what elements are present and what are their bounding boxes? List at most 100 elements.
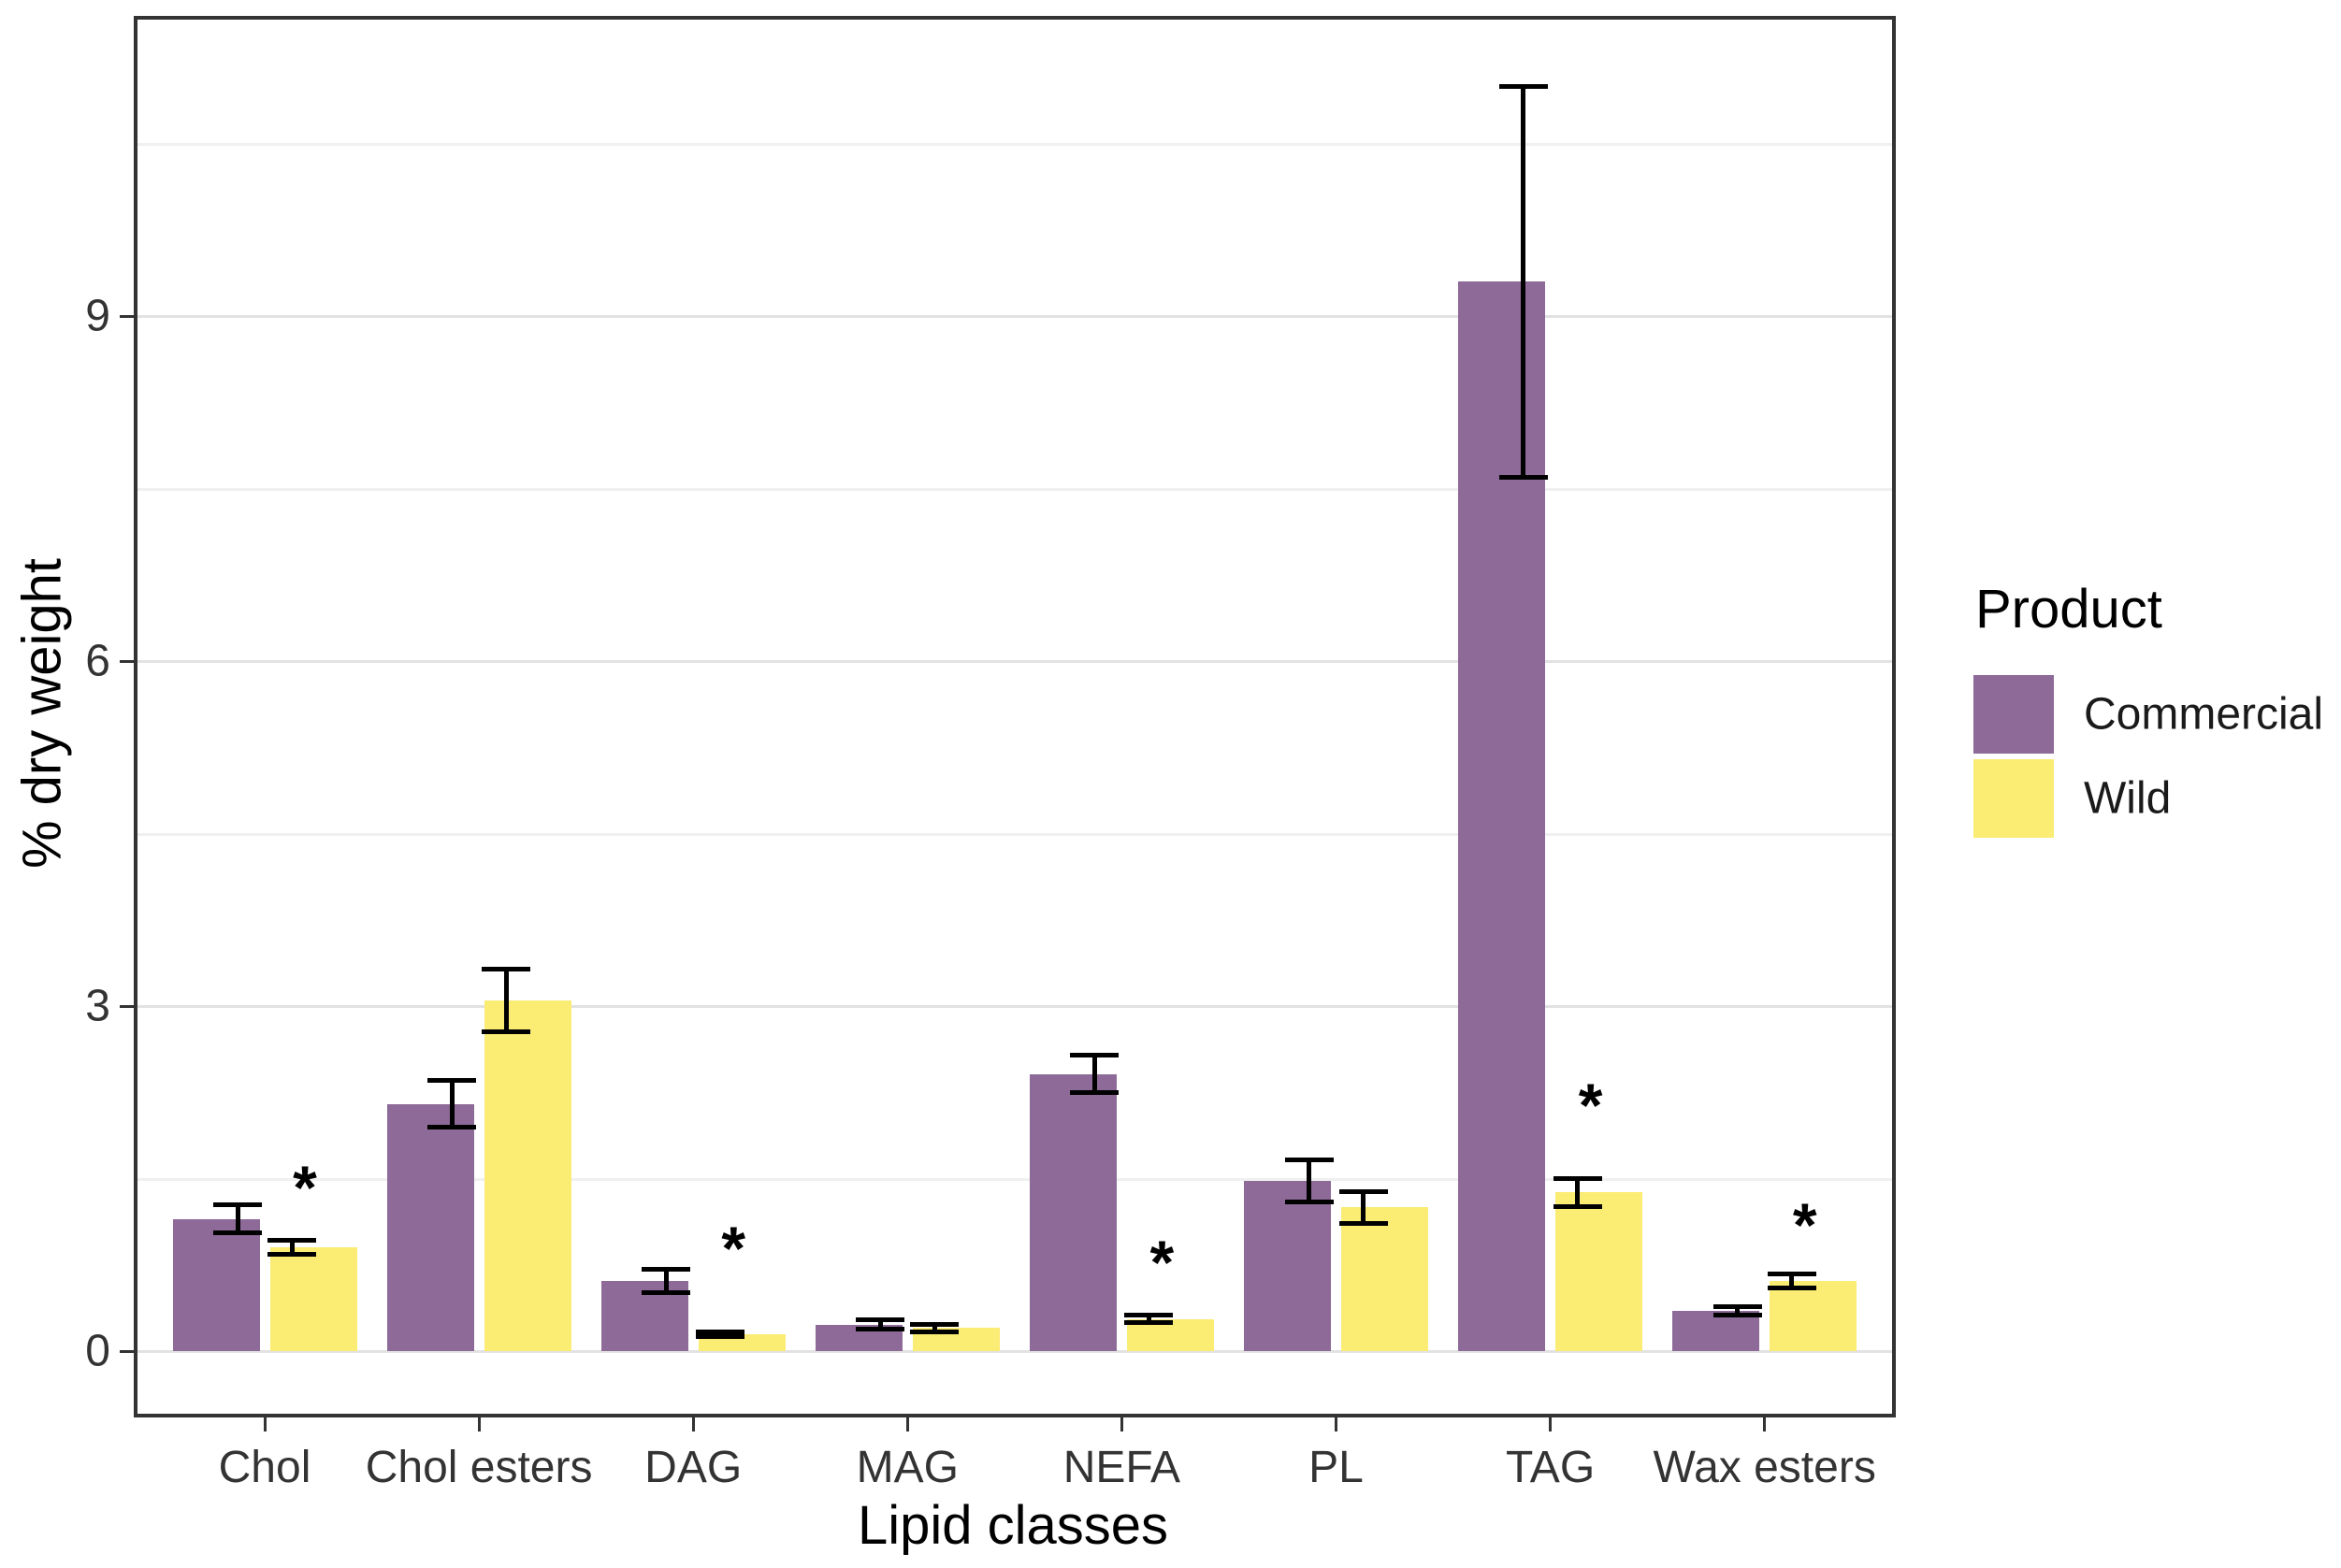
error-whisker-wild-chol-esters [503, 969, 509, 1032]
x-tick-label-chol-esters: Chol esters [365, 1443, 593, 1492]
error-cap-top-wild-chol-esters [482, 967, 531, 972]
significance-star-chol: * [293, 1152, 317, 1222]
y-tick-9 [120, 314, 134, 318]
error-whisker-commercial-wax-esters [1735, 1306, 1741, 1316]
error-cap-top-wild-dag [696, 1329, 745, 1334]
error-whisker-commercial-mag [877, 1319, 883, 1330]
x-tick-wax-esters [1763, 1417, 1767, 1431]
error-whisker-wild-nefa [1146, 1315, 1151, 1323]
y-tick-label-3: 3 [85, 981, 110, 1031]
x-tick-mag [905, 1417, 909, 1431]
error-whisker-commercial-nefa [1091, 1055, 1097, 1093]
error-cap-bottom-wild-chol [267, 1252, 316, 1258]
significance-star-tag: * [1578, 1071, 1603, 1141]
significance-star-wax-esters: * [1792, 1190, 1817, 1260]
y-tick-0 [120, 1349, 134, 1353]
error-cap-bottom-wild-tag [1553, 1203, 1602, 1209]
error-cap-bottom-wild-dag [696, 1333, 745, 1339]
x-tick-chol-esters [477, 1417, 481, 1431]
error-cap-top-commercial-mag [856, 1317, 905, 1323]
y-tick-3 [120, 1004, 134, 1008]
gridline-major-9 [137, 315, 1892, 318]
error-whisker-commercial-pl [1307, 1159, 1311, 1202]
gridline-major-0 [137, 1350, 1892, 1353]
y-axis-title: % dry weight [11, 557, 73, 870]
x-tick-label-wax-esters: Wax esters [1653, 1443, 1876, 1492]
legend-label-commercial: Commercial [2084, 689, 2324, 740]
gridline-minor-4.5 [137, 832, 1892, 836]
error-cap-top-commercial-tag [1498, 83, 1548, 89]
error-whisker-commercial-dag [663, 1269, 669, 1293]
significance-star-dag: * [721, 1214, 746, 1284]
bar-wild-pl [1341, 1207, 1428, 1351]
error-cap-top-wild-chol [267, 1238, 316, 1244]
error-whisker-commercial-chol [235, 1204, 240, 1233]
x-axis-title: Lipid classes [857, 1495, 1169, 1556]
x-tick-label-tag: TAG [1506, 1443, 1596, 1492]
gridline-minor-7.5 [137, 487, 1892, 491]
gridline-minor-1.5 [137, 1177, 1892, 1181]
error-cap-top-wild-pl [1338, 1188, 1388, 1194]
y-tick-label-9: 9 [85, 291, 110, 341]
error-cap-bottom-commercial-mag [856, 1327, 905, 1332]
bar-commercial-chol-esters [386, 1103, 474, 1351]
legend-swatch-wild [1973, 759, 2054, 838]
legend-label-wild: Wild [2084, 773, 2172, 824]
bar-commercial-tag [1458, 281, 1546, 1351]
error-whisker-commercial-chol-esters [449, 1080, 455, 1128]
error-cap-top-wild-wax-esters [1767, 1272, 1816, 1277]
error-whisker-wild-mag [932, 1324, 937, 1332]
gridline-minor-10.5 [137, 142, 1892, 146]
error-whisker-commercial-tag [1521, 86, 1526, 478]
bar-wild-wax-esters [1770, 1280, 1857, 1351]
error-cap-top-commercial-nefa [1070, 1053, 1120, 1058]
gridline-major-6 [137, 660, 1892, 663]
bar-wild-chol-esters [484, 1000, 571, 1351]
x-tick-pl [1335, 1417, 1337, 1431]
legend-swatch-commercial [1973, 675, 2054, 754]
error-cap-top-commercial-pl [1284, 1158, 1334, 1163]
significance-star-nefa: * [1149, 1227, 1175, 1297]
bar-commercial-nefa [1029, 1073, 1117, 1351]
error-cap-bottom-commercial-pl [1284, 1199, 1334, 1204]
error-cap-bottom-wild-wax-esters [1767, 1285, 1816, 1290]
error-cap-top-wild-tag [1553, 1176, 1602, 1181]
error-cap-top-wild-mag [910, 1322, 960, 1328]
y-tick-6 [120, 659, 134, 663]
error-cap-bottom-wild-nefa [1124, 1319, 1174, 1325]
error-cap-top-commercial-chol [213, 1202, 262, 1208]
x-tick-label-dag: DAG [644, 1443, 743, 1492]
error-cap-top-commercial-chol-esters [427, 1078, 477, 1084]
bar-wild-tag [1555, 1192, 1643, 1351]
error-cap-top-commercial-wax-esters [1712, 1303, 1762, 1309]
y-tick-label-0: 0 [85, 1326, 110, 1376]
x-tick-label-pl: PL [1308, 1443, 1364, 1492]
error-cap-bottom-commercial-chol-esters [427, 1124, 477, 1129]
x-tick-dag [691, 1417, 695, 1431]
bar-commercial-chol [172, 1218, 260, 1351]
error-cap-bottom-wild-chol-esters [482, 1029, 531, 1034]
error-whisker-wild-tag [1575, 1178, 1581, 1207]
x-tick-label-chol: Chol [218, 1443, 311, 1492]
x-tick-tag [1549, 1417, 1553, 1431]
error-cap-bottom-wild-pl [1338, 1220, 1388, 1226]
error-whisker-wild-chol [289, 1240, 295, 1255]
error-whisker-wild-pl [1361, 1191, 1366, 1224]
error-cap-bottom-wild-mag [910, 1329, 960, 1334]
bar-wild-chol [269, 1247, 357, 1351]
legend-title: Product [1975, 579, 2162, 640]
error-cap-bottom-commercial-dag [642, 1289, 691, 1295]
error-cap-bottom-commercial-wax-esters [1712, 1313, 1762, 1318]
x-tick-label-mag: MAG [856, 1443, 959, 1492]
error-cap-bottom-commercial-nefa [1070, 1089, 1120, 1095]
error-cap-bottom-commercial-tag [1498, 474, 1548, 480]
x-tick-nefa [1120, 1417, 1123, 1431]
x-tick-label-nefa: NEFA [1062, 1443, 1181, 1492]
error-cap-bottom-commercial-chol [213, 1230, 262, 1235]
x-tick-chol [263, 1417, 267, 1431]
error-cap-top-wild-nefa [1124, 1313, 1174, 1318]
error-cap-top-commercial-dag [642, 1267, 691, 1273]
gridline-major-3 [137, 1005, 1892, 1008]
bar-commercial-pl [1244, 1180, 1331, 1351]
